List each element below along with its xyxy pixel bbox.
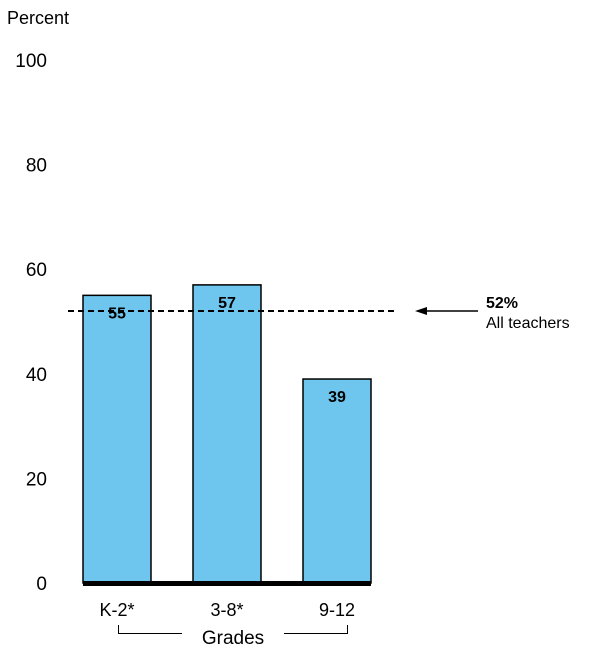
bar [82, 294, 152, 584]
y-tick-label: 100 [15, 51, 47, 72]
y-tick-label: 20 [26, 469, 47, 490]
x-tick-label: 3-8* [210, 600, 243, 620]
grades-bracket [118, 625, 348, 634]
x-axis-baseline [83, 581, 371, 586]
bar-value-label: 55 [108, 305, 126, 322]
y-tick-label: 40 [26, 365, 47, 386]
x-axis-label: Grades [202, 628, 264, 649]
bar-value-label: 39 [328, 389, 346, 406]
x-tick-label: 9-12 [319, 600, 355, 620]
x-axis-categories: K-2* 3-8* 9-12 [99, 600, 355, 620]
y-tick-label: 80 [26, 156, 47, 177]
arrow-left-icon [415, 307, 427, 316]
y-axis-label: Percent [7, 8, 69, 28]
y-tick-label: 0 [36, 574, 47, 595]
bar [302, 378, 372, 584]
y-tick-label: 60 [26, 260, 47, 281]
bar [192, 284, 262, 584]
y-axis-ticks: 0 20 40 60 80 100 [15, 51, 47, 595]
bar-value-label: 57 [218, 295, 236, 312]
bars: 55 57 39 [82, 284, 372, 584]
x-tick-label: K-2* [99, 600, 134, 620]
reference-value-label: 52% [486, 295, 518, 312]
reference-label: All teachers [486, 315, 570, 332]
